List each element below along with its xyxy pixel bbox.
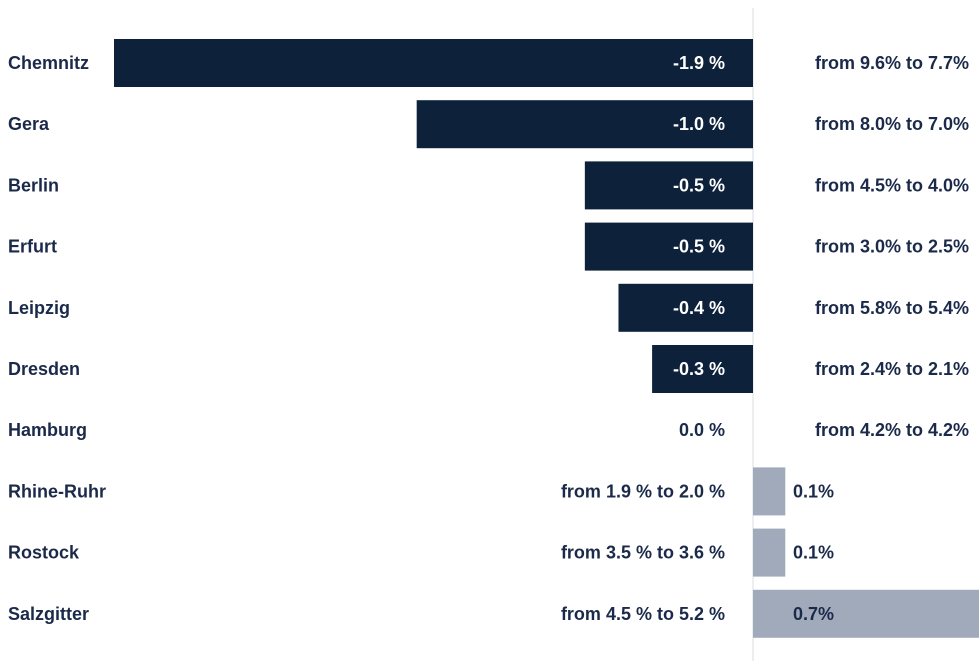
data-label: 0.1% bbox=[793, 543, 834, 563]
category-label: Berlin bbox=[8, 175, 59, 195]
data-label: 0.0 % bbox=[679, 420, 725, 440]
data-label: -0.5 % bbox=[673, 237, 725, 257]
chart-row: Rhine-Ruhr 0.1% from 1.9 % to 2.0 % bbox=[8, 467, 834, 516]
chart-row: Berlin -0.5 % from 4.5% to 4.0% bbox=[8, 161, 969, 210]
bar bbox=[753, 589, 979, 638]
chart-row: Hamburg 0.0 % from 4.2% to 4.2% bbox=[8, 420, 969, 440]
data-label: -1.9 % bbox=[673, 53, 725, 73]
chart-row: Chemnitz -1.9 % from 9.6% to 7.7% bbox=[8, 39, 969, 87]
category-label: Salzgitter bbox=[8, 604, 89, 624]
chart-row: Gera -1.0 % from 8.0% to 7.0% bbox=[8, 100, 969, 149]
category-label: Hamburg bbox=[8, 420, 87, 440]
data-label: 0.7% bbox=[793, 604, 834, 624]
bar bbox=[618, 283, 753, 332]
bar bbox=[753, 528, 786, 577]
chart-row: Leipzig -0.4 % from 5.8% to 5.4% bbox=[8, 283, 969, 332]
bar bbox=[584, 222, 753, 271]
chart-row: Dresden -0.3 % from 2.4% to 2.1% bbox=[8, 345, 969, 393]
chart-row: Erfurt -0.5 % from 3.0% to 2.5% bbox=[8, 222, 969, 271]
range-label: from 2.4% to 2.1% bbox=[815, 359, 969, 379]
chart-row: Salzgitter 0.7% from 4.5 % to 5.2 % bbox=[8, 589, 979, 638]
range-label: from 3.5 % to 3.6 % bbox=[561, 543, 725, 563]
category-label: Erfurt bbox=[8, 237, 57, 257]
data-label: 0.1% bbox=[793, 481, 834, 501]
range-label: from 4.5% to 4.0% bbox=[815, 175, 969, 195]
range-label: from 3.0% to 2.5% bbox=[815, 237, 969, 257]
data-label: -1.0 % bbox=[673, 114, 725, 134]
data-label: -0.4 % bbox=[673, 298, 725, 318]
category-label: Chemnitz bbox=[8, 53, 89, 73]
bar bbox=[584, 161, 753, 210]
category-label: Rhine-Ruhr bbox=[8, 481, 106, 501]
range-label: from 9.6% to 7.7% bbox=[815, 53, 969, 73]
bar bbox=[114, 39, 753, 87]
range-label: from 4.5 % to 5.2 % bbox=[561, 604, 725, 624]
category-label: Leipzig bbox=[8, 298, 70, 318]
range-label: from 5.8% to 5.4% bbox=[815, 298, 969, 318]
range-label: from 8.0% to 7.0% bbox=[815, 114, 969, 134]
data-label: -0.3 % bbox=[673, 359, 725, 379]
bar bbox=[652, 345, 753, 393]
bar bbox=[753, 467, 786, 516]
category-label: Rostock bbox=[8, 543, 80, 563]
bar bbox=[416, 100, 753, 149]
chart-rows: Chemnitz -1.9 % from 9.6% to 7.7% Gera -1.0 … bbox=[8, 39, 979, 638]
range-label: from 1.9 % to 2.0 % bbox=[561, 481, 725, 501]
data-label: -0.5 % bbox=[673, 175, 725, 195]
range-label: from 4.2% to 4.2% bbox=[815, 420, 969, 440]
category-label: Dresden bbox=[8, 359, 80, 379]
chart-row: Rostock 0.1% from 3.5 % to 3.6 % bbox=[8, 528, 834, 577]
category-label: Gera bbox=[8, 114, 50, 134]
